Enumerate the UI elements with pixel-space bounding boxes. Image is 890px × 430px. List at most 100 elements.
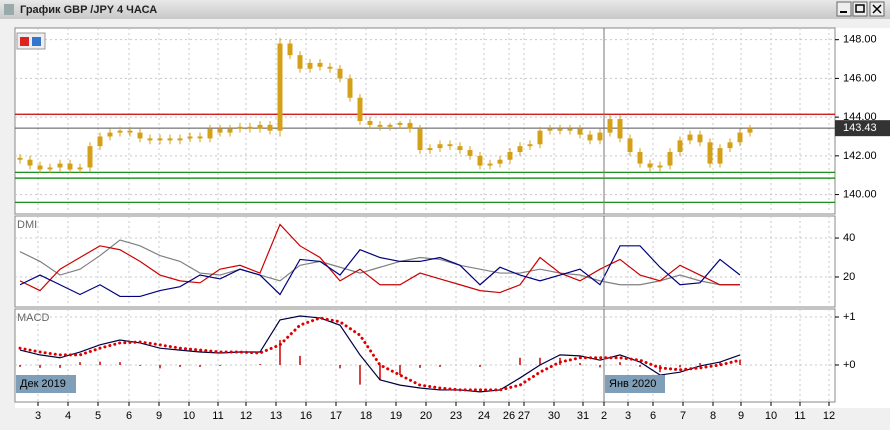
maximize-glyph (855, 4, 865, 13)
candle-body (587, 134, 593, 141)
panel-border (14, 27, 836, 215)
candle-body (437, 144, 443, 149)
candle-body (457, 146, 463, 151)
candle-body (617, 119, 623, 139)
period-label: Дек 2019 (20, 378, 66, 390)
candle-body (397, 122, 403, 125)
macd-panel: +0 +1 MACD Дек 2019 Янв 2020 3 4 5 6 9 10 11 12 13 16 1… (14, 28, 856, 422)
candle-body (317, 62, 323, 67)
x-tick-label: 18 (360, 410, 372, 422)
x-tick-label: 6 (126, 410, 132, 422)
y-tick-label: 142.00 (843, 150, 877, 162)
candle-body (367, 121, 373, 125)
candle-body (597, 132, 603, 141)
candle-body (417, 128, 423, 151)
candle-body (177, 138, 183, 141)
candle-body (197, 136, 203, 139)
candle-body (267, 124, 273, 131)
candle-body (667, 151, 673, 166)
candle-body (97, 136, 103, 147)
candle-body (647, 163, 653, 168)
candle-body (227, 128, 233, 133)
x-tick-label: 24 (478, 410, 490, 422)
window-icon (4, 4, 14, 15)
candle-body (747, 128, 753, 133)
candle-body (217, 128, 223, 133)
x-tick-label: 11 (794, 410, 805, 422)
x-tick-label: 26 (503, 410, 515, 422)
candle-body (277, 43, 283, 131)
candle-body (337, 68, 343, 79)
candle-body (627, 138, 633, 152)
candle-body (577, 128, 583, 135)
candle-body (537, 130, 543, 145)
candle-body (407, 122, 413, 129)
candle-body (637, 151, 643, 164)
candle-body (17, 157, 23, 160)
minimize-button[interactable] (836, 1, 852, 17)
candle-body (57, 163, 63, 168)
x-tick-label: 7 (680, 410, 686, 422)
x-tick-label: 4 (65, 410, 71, 422)
candle-body (37, 165, 43, 170)
candle-body (307, 62, 313, 69)
candle-body (467, 150, 473, 156)
candle-body (357, 97, 363, 121)
x-tick-label: 19 (390, 410, 402, 422)
y-tick-label: 140.00 (843, 188, 877, 200)
icon-red (20, 37, 29, 46)
window-title: График GBP /JPY 4 ЧАСА (20, 4, 157, 16)
candle-body (237, 126, 243, 129)
candle-body (347, 78, 353, 98)
x-tick-label: 16 (300, 410, 312, 422)
x-tick-label: 9 (156, 410, 162, 422)
candle-body (377, 124, 383, 127)
x-tick-label: 12 (240, 410, 252, 422)
x-tick-label: 23 (450, 410, 462, 422)
x-tick-label: 30 (548, 410, 560, 422)
y-tick-label: 144.00 (843, 111, 877, 123)
x-tick-label: 3 (35, 410, 41, 422)
candle-body (207, 128, 213, 139)
current-price-box (835, 120, 890, 137)
candle-body (427, 148, 433, 151)
x-tick-label: 6 (650, 410, 656, 422)
x-tick-label: 20 (420, 410, 432, 422)
candle-body (167, 138, 173, 141)
candle-body (327, 66, 333, 69)
x-tick-label: 10 (183, 410, 195, 422)
window-buttons (836, 1, 885, 17)
candle-body (717, 148, 723, 164)
dmi-panel: 20 40 DMI (14, 215, 855, 308)
y-tick-label: 20 (843, 271, 855, 283)
indicator-line (19, 239, 740, 286)
candle-body (567, 128, 573, 131)
y-tick-label: +1 (843, 311, 856, 323)
candle-body (387, 124, 393, 127)
y-tick-label: +0 (843, 359, 856, 371)
maximize-button[interactable] (852, 1, 868, 17)
candle-body (517, 146, 523, 152)
x-tick-label: 10 (765, 410, 777, 422)
candle-body (67, 163, 73, 170)
candle-body (487, 163, 493, 166)
close-glyph (872, 4, 882, 14)
y-tick-label: 146.00 (843, 72, 877, 84)
candle-body (507, 151, 513, 160)
candle-body (287, 43, 293, 56)
candle-body (107, 132, 113, 137)
panel-title: DMI (17, 219, 37, 231)
period-label: Янв 2020 (609, 378, 656, 390)
candle-body (687, 134, 693, 141)
candle-body (737, 132, 743, 143)
x-tick-label: 5 (95, 410, 101, 422)
period-label-box (16, 375, 76, 393)
indicator-line (19, 245, 741, 298)
x-tick-label: 9 (738, 410, 744, 422)
candle-body (557, 128, 563, 131)
x-tick-label: 8 (710, 410, 716, 422)
indicator-line (19, 223, 740, 294)
candle-body (257, 124, 263, 129)
x-tick-label: 12 (823, 410, 835, 422)
signal-line (18, 316, 742, 392)
